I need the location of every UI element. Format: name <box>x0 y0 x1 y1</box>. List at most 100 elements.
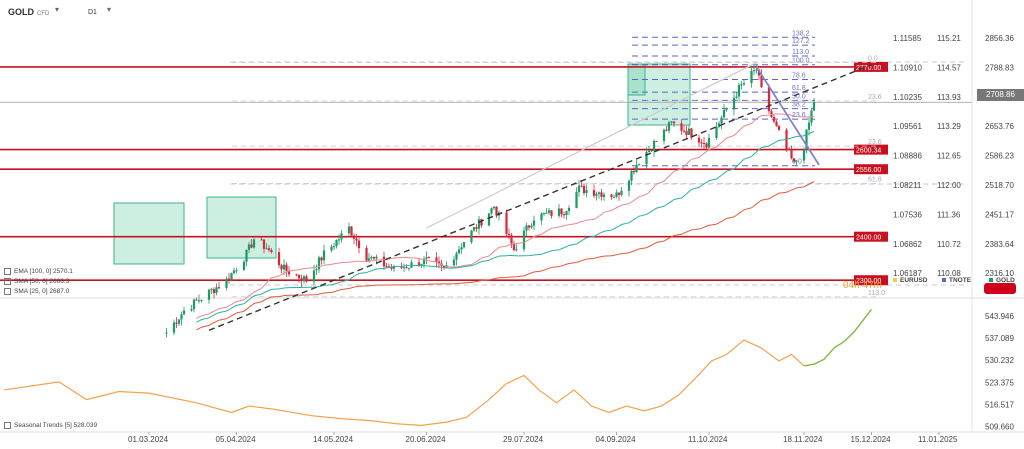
legend-eurusd[interactable]: EURUSD <box>893 277 927 284</box>
symbol-dropdown-icon[interactable]: ▾ <box>55 5 60 14</box>
candle-body <box>367 258 371 261</box>
candle-body <box>210 289 213 291</box>
candle-body <box>267 248 271 251</box>
candle-body <box>610 194 613 198</box>
candle-body <box>617 192 621 195</box>
indicator-settings-icon[interactable] <box>4 278 11 285</box>
candle-body <box>460 247 463 250</box>
candle-body <box>720 117 723 124</box>
candle-body <box>320 257 323 261</box>
seasonal-tick-label: 523.375 <box>985 378 1014 387</box>
level-tag <box>854 275 888 286</box>
candle-body <box>332 246 336 248</box>
candle-body <box>560 208 563 215</box>
candle-body <box>212 289 216 293</box>
candle-body <box>525 225 528 231</box>
candle-body <box>577 185 581 193</box>
candle-body <box>405 267 408 269</box>
date-tick-label: 14.05.2024 <box>313 435 354 444</box>
candle-body <box>615 192 618 197</box>
candle-body <box>245 249 248 262</box>
indicator-seasonal[interactable]: Seasonal Trends [5] 528.039 <box>4 422 97 429</box>
candle-body <box>522 230 526 250</box>
candle-body <box>705 143 708 148</box>
timeframe-dropdown-icon[interactable]: ▾ <box>107 5 112 14</box>
legend-tnote[interactable]: TNOTE <box>942 277 971 284</box>
candle-body <box>365 248 368 261</box>
tnote-tick-label: 112.65 <box>937 152 961 161</box>
level-label: 2600.34 <box>856 148 881 155</box>
trendline-channel <box>426 62 757 229</box>
candle-body <box>190 309 193 311</box>
candle-body <box>787 148 791 150</box>
candle-body <box>372 256 376 259</box>
candle-body <box>475 227 478 229</box>
tnote-tick-label: 112.00 <box>937 181 961 190</box>
price-tick-label: 2856.36 <box>985 34 1014 43</box>
candle-body <box>802 149 806 161</box>
candle-body <box>472 227 476 231</box>
candle-body <box>805 129 808 150</box>
candle-body <box>242 261 246 271</box>
candle-body <box>197 300 201 302</box>
candle-body <box>665 129 668 131</box>
candle-body <box>260 239 263 241</box>
candle-body <box>627 180 631 191</box>
candle-body <box>702 142 706 144</box>
candle-body <box>547 210 551 213</box>
indicator-settings-icon[interactable] <box>4 422 11 429</box>
tnote-tick-label: 111.36 <box>937 210 961 219</box>
candle-body <box>265 248 268 250</box>
candle-body <box>225 278 228 288</box>
candle-body <box>505 212 508 234</box>
candle-body <box>195 299 198 301</box>
date-tick-label: 29.07.2024 <box>503 435 544 444</box>
candle-body <box>685 131 688 136</box>
gold-color-swatch[interactable] <box>984 283 1016 294</box>
candle-body <box>550 210 553 216</box>
candle-body <box>545 212 548 214</box>
candle-body <box>227 278 231 281</box>
indicator-settings-icon[interactable] <box>4 288 11 295</box>
candle-body <box>752 70 756 72</box>
candle-body <box>795 160 798 162</box>
candle-body <box>682 130 686 132</box>
price-tick-label: 2586.23 <box>985 152 1014 161</box>
trendline-projection <box>755 66 820 166</box>
candle-body <box>285 264 288 272</box>
fibonacci-label: 61.8 <box>792 85 806 92</box>
candle-body <box>385 266 388 268</box>
candle-body <box>507 233 511 236</box>
indicator-settings-icon[interactable] <box>4 268 11 275</box>
candle-body <box>300 278 303 282</box>
seasonal-line <box>3 339 805 426</box>
candle-body <box>672 121 676 124</box>
ema100-line <box>196 180 815 331</box>
indicator-ema[interactable]: EMA [100, 0] 2570.1 <box>4 268 73 275</box>
candle-body <box>297 274 301 279</box>
level-label: 2770.00 <box>856 65 881 72</box>
candle-body <box>637 164 641 166</box>
candle-body <box>390 266 393 269</box>
candle-body <box>662 129 666 142</box>
candle-body <box>735 96 738 98</box>
level-tag <box>854 61 888 72</box>
candle-body <box>585 190 588 194</box>
legend-gold[interactable]: GOLD <box>989 277 1015 284</box>
candle-body <box>335 240 338 247</box>
candle-body <box>407 267 411 269</box>
candle-body <box>262 239 266 249</box>
timeframe-label[interactable]: D1 <box>88 9 97 16</box>
indicator-sma25[interactable]: SMA [25, 0] 2687.0 <box>4 288 69 295</box>
candle-body <box>620 190 623 195</box>
candle-body <box>402 267 406 269</box>
candle-body <box>200 299 203 301</box>
symbol-title[interactable]: GOLD CFD <box>8 7 50 17</box>
eurusd-tick-label: 1.10235 <box>893 93 922 102</box>
indicator-sma50[interactable]: SMA [50, 0] 2666.3 <box>4 278 69 285</box>
candle-body <box>270 250 273 253</box>
fibonacci-label: 61.8 <box>868 177 882 184</box>
candle-body <box>775 121 778 126</box>
eurusd-tick-label: 1.08211 <box>893 181 922 190</box>
